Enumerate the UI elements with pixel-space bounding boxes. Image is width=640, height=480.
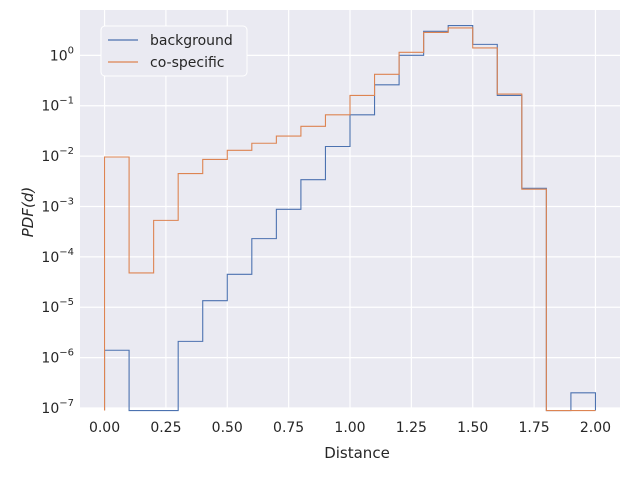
- y-tick-base: 10: [41, 300, 59, 316]
- y-tick-exponent: −6: [59, 348, 74, 359]
- x-tick-label: 1.75: [519, 420, 550, 436]
- y-tick-exponent: −1: [59, 96, 74, 107]
- x-tick-label: 0.00: [89, 420, 120, 436]
- y-tick-base: 10: [50, 48, 68, 64]
- legend: background co-specific: [100, 25, 248, 77]
- y-tick-label: 10−6: [41, 348, 74, 367]
- y-axis-label: PDF(d): [19, 187, 37, 237]
- legend-label-co-specific: co-specific: [150, 55, 224, 71]
- x-tick-label: 0.25: [150, 420, 181, 436]
- y-tick-label: 10−1: [41, 96, 74, 115]
- y-tick-label: 10−4: [41, 247, 74, 266]
- y-tick-exponent: −5: [59, 297, 74, 308]
- y-tick-base: 10: [41, 401, 59, 417]
- x-tick-label: 1.00: [334, 420, 365, 436]
- x-axis-label: Distance: [324, 444, 390, 462]
- series-co-specific-line: [103, 27, 596, 412]
- y-tick-label: 100: [50, 45, 74, 64]
- y-tick-exponent: −3: [59, 196, 74, 207]
- series-layer: [103, 25, 597, 412]
- legend-label-background: background: [150, 33, 233, 49]
- x-tick-label: 1.50: [457, 420, 488, 436]
- x-tick-label: 0.75: [273, 420, 304, 436]
- y-tick-label: 10−7: [41, 398, 74, 417]
- y-tick-exponent: −4: [59, 247, 74, 258]
- y-tick-base: 10: [41, 250, 59, 266]
- y-tick-label: 10−5: [41, 297, 74, 316]
- y-tick-base: 10: [41, 351, 59, 367]
- y-tick-exponent: −2: [59, 146, 74, 157]
- x-tick-label: 1.25: [396, 420, 427, 436]
- y-tick-base: 10: [41, 199, 59, 215]
- legend-box: [100, 25, 248, 77]
- x-tick-label: 0.50: [212, 420, 243, 436]
- y-tick-exponent: −7: [59, 398, 74, 409]
- x-tick-label: 2.00: [580, 420, 611, 436]
- y-tick-label: 10−2: [41, 146, 74, 165]
- y-tick-base: 10: [41, 149, 59, 165]
- y-tick-label: 10−3: [41, 196, 74, 215]
- y-tick-exponent: 0: [68, 45, 74, 56]
- x-axis-ticks: 0.00 0.25 0.50 0.75 1.00 1.25 1.50 1.75 2.00: [89, 420, 611, 436]
- y-tick-base: 10: [41, 99, 59, 115]
